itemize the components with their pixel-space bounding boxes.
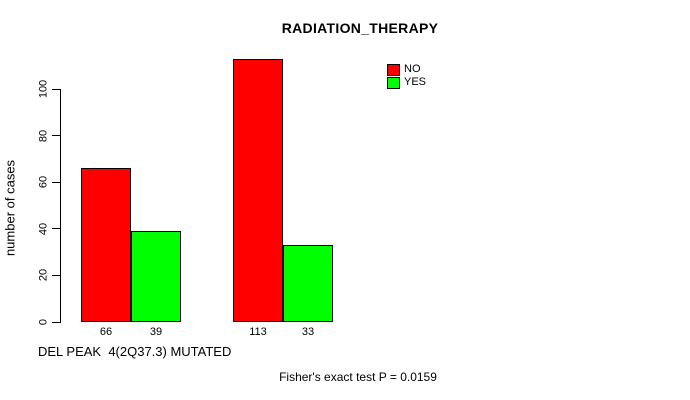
bar-no-group1 bbox=[81, 168, 131, 322]
y-tick-label: 0 bbox=[37, 318, 50, 326]
bar-value-label: 113 bbox=[249, 326, 267, 338]
chart-title: RADIATION_THERAPY bbox=[281, 20, 439, 36]
y-tick-label: 100 bbox=[37, 79, 50, 99]
annotation-text: Fisher's exact test P = 0.0159 bbox=[279, 370, 437, 384]
y-axis-tick bbox=[52, 274, 61, 276]
y-tick-label: 20 bbox=[37, 269, 50, 282]
y-tick-label: 60 bbox=[37, 176, 50, 189]
bar-value-label: 39 bbox=[149, 326, 163, 338]
bar-yes-group1 bbox=[131, 231, 181, 322]
y-tick-label: 40 bbox=[37, 222, 50, 235]
legend-item-no: NO bbox=[387, 63, 426, 76]
y-axis-tick bbox=[52, 228, 61, 230]
y-tick-label: 80 bbox=[37, 129, 50, 142]
y-axis-label: number of cases bbox=[2, 159, 18, 257]
legend-swatch-no bbox=[387, 63, 400, 76]
y-axis-tick bbox=[52, 181, 61, 183]
bar-value-label: 66 bbox=[99, 326, 113, 338]
bar-value-label: 33 bbox=[301, 326, 315, 338]
legend: NO YES bbox=[387, 63, 427, 89]
bar-yes-group2 bbox=[283, 245, 333, 322]
legend-label: YES bbox=[404, 76, 427, 88]
x-axis-label: DEL PEAK 4(2Q37.3) MUTATED bbox=[38, 344, 232, 359]
y-axis-tick bbox=[52, 321, 61, 323]
y-axis-tick bbox=[52, 88, 61, 90]
legend-item-yes: YES bbox=[387, 76, 427, 89]
legend-swatch-yes bbox=[387, 76, 400, 89]
bar-no-group2 bbox=[233, 58, 283, 322]
y-axis-tick bbox=[52, 135, 61, 137]
legend-label: NO bbox=[404, 63, 421, 75]
y-axis-line bbox=[60, 89, 61, 323]
